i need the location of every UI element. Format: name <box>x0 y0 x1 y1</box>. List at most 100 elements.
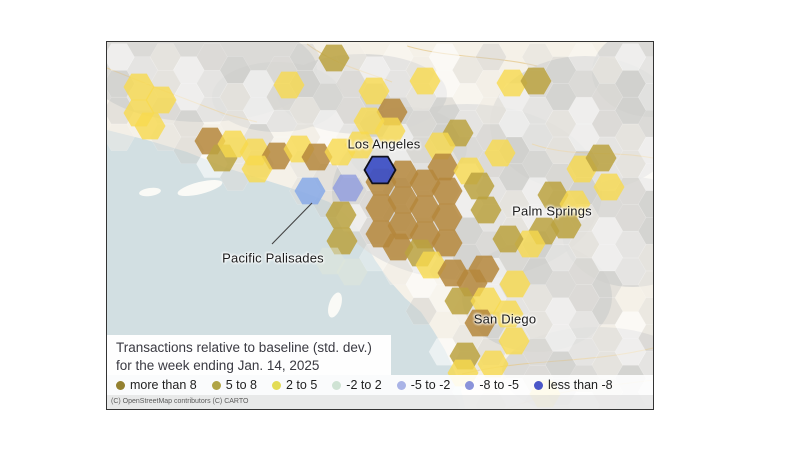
city-label-los-angeles: Los Angeles <box>347 136 421 152</box>
map-hex-background <box>545 243 577 272</box>
map-hex-background <box>638 351 653 379</box>
map-hex-background <box>568 257 600 286</box>
map-hex-background <box>591 243 624 272</box>
hexbin[interactable] <box>496 69 528 97</box>
city-label-pacific-palisades: Pacific Palisades <box>222 250 324 266</box>
map-hex-background <box>405 109 438 138</box>
hexbin[interactable] <box>123 73 155 101</box>
map-attribution: (C) OpenStreetMap contributors (C) CARTO <box>107 395 653 409</box>
legend-color-dot <box>533 380 543 390</box>
hexbin[interactable] <box>498 327 530 355</box>
map-hex-background <box>591 270 624 299</box>
map-title-box: Transactions relative to baseline (std. … <box>107 335 391 375</box>
map-hex-background <box>614 338 647 366</box>
map-title-line2: for the week ending Jan. 14, 2025 <box>116 357 320 373</box>
legend-color-dot <box>396 380 406 390</box>
map-hex-background <box>568 284 600 312</box>
map-hex-background <box>219 83 252 111</box>
hexbin[interactable] <box>444 287 476 315</box>
map-hex-background <box>289 96 321 125</box>
hexbin[interactable] <box>318 44 350 72</box>
legend-item-e: -5 to -2 <box>396 378 451 392</box>
hexbin[interactable] <box>344 131 376 159</box>
map-hex-background <box>568 43 600 71</box>
map-hex-background <box>638 190 653 218</box>
map-hex-background <box>289 43 321 71</box>
legend-item-g: less than -8 <box>533 378 613 392</box>
hexbin-selected[interactable] <box>363 155 397 185</box>
legend-item-d: -2 to 2 <box>332 378 382 392</box>
hexbin[interactable] <box>492 300 524 328</box>
hexbin[interactable] <box>409 67 441 95</box>
hexbin[interactable] <box>431 229 463 257</box>
hexbin-map[interactable]: Los Angeles Palm Springs San Diego Pacific … <box>106 41 654 410</box>
map-hex-background <box>219 56 252 84</box>
hexbin[interactable] <box>301 143 333 171</box>
hexbin[interactable] <box>484 139 516 167</box>
city-label-palm-springs: Palm Springs <box>512 203 592 219</box>
hexbin[interactable] <box>273 71 305 99</box>
map-hex-background <box>638 270 653 299</box>
hexbin[interactable] <box>477 350 509 378</box>
hexbin[interactable] <box>499 270 531 298</box>
hexbin[interactable] <box>241 155 273 183</box>
hexbin[interactable] <box>294 177 326 205</box>
map-hex-background <box>545 136 577 165</box>
map-hex-background <box>545 324 577 352</box>
map-canvas[interactable] <box>107 42 653 409</box>
hexbin[interactable] <box>431 177 463 205</box>
hexbin[interactable] <box>593 173 625 201</box>
hexbin[interactable] <box>585 144 617 172</box>
map-hex-background <box>591 56 624 84</box>
map-hex-background <box>545 56 577 84</box>
hexbin[interactable] <box>325 201 357 229</box>
map-hex-background <box>638 297 653 325</box>
hexbin[interactable] <box>332 174 364 202</box>
map-hex-background <box>638 217 653 245</box>
hexbin[interactable] <box>470 196 502 224</box>
hexbin[interactable] <box>470 287 502 315</box>
map-hex-background <box>475 70 507 98</box>
hexbin[interactable] <box>520 67 552 95</box>
map-hex-background <box>521 284 554 312</box>
map-hex-background <box>638 56 653 84</box>
hexbin[interactable] <box>464 309 496 337</box>
legend-item-b: 5 to 8 <box>211 378 257 392</box>
legend-item-f: -8 to -5 <box>465 378 519 392</box>
legend-label: -5 to -2 <box>410 378 451 392</box>
map-hex-background <box>107 43 135 71</box>
hexbin[interactable] <box>336 258 368 286</box>
hexbin[interactable] <box>374 117 406 145</box>
hexbin[interactable] <box>365 194 397 222</box>
map-hex-background <box>498 163 531 191</box>
map-hex-background <box>568 230 600 259</box>
legend-label: less than -8 <box>547 378 613 392</box>
map-hex-background <box>107 123 135 152</box>
hexbin[interactable] <box>145 86 177 114</box>
map-hex-background <box>614 70 647 98</box>
map-hex-background <box>614 150 647 178</box>
hexbin[interactable] <box>424 132 456 160</box>
hexbin[interactable] <box>492 225 524 253</box>
map-hex-background <box>638 163 653 191</box>
legend-label: -2 to 2 <box>346 378 382 392</box>
legend-color-dot <box>272 380 281 390</box>
hexbin[interactable] <box>537 181 569 209</box>
map-hex-background <box>405 297 438 325</box>
hexbin[interactable] <box>468 255 500 283</box>
hexbin[interactable] <box>463 172 495 200</box>
legend-label: 2 to 5 <box>286 378 318 392</box>
map-hex-background <box>498 190 531 218</box>
map-hex-background <box>521 311 554 339</box>
legend-item-a: more than 8 <box>116 378 197 392</box>
hexbin[interactable] <box>314 247 346 275</box>
map-hex-background <box>638 243 653 272</box>
map-hex-background <box>638 324 653 352</box>
hexbin[interactable] <box>134 112 166 140</box>
hexbin[interactable] <box>427 153 459 181</box>
map-hex-background <box>591 109 624 138</box>
hexbin[interactable] <box>431 203 463 231</box>
hexbin[interactable] <box>358 77 390 105</box>
hexbin[interactable] <box>559 190 591 218</box>
island <box>177 179 223 197</box>
